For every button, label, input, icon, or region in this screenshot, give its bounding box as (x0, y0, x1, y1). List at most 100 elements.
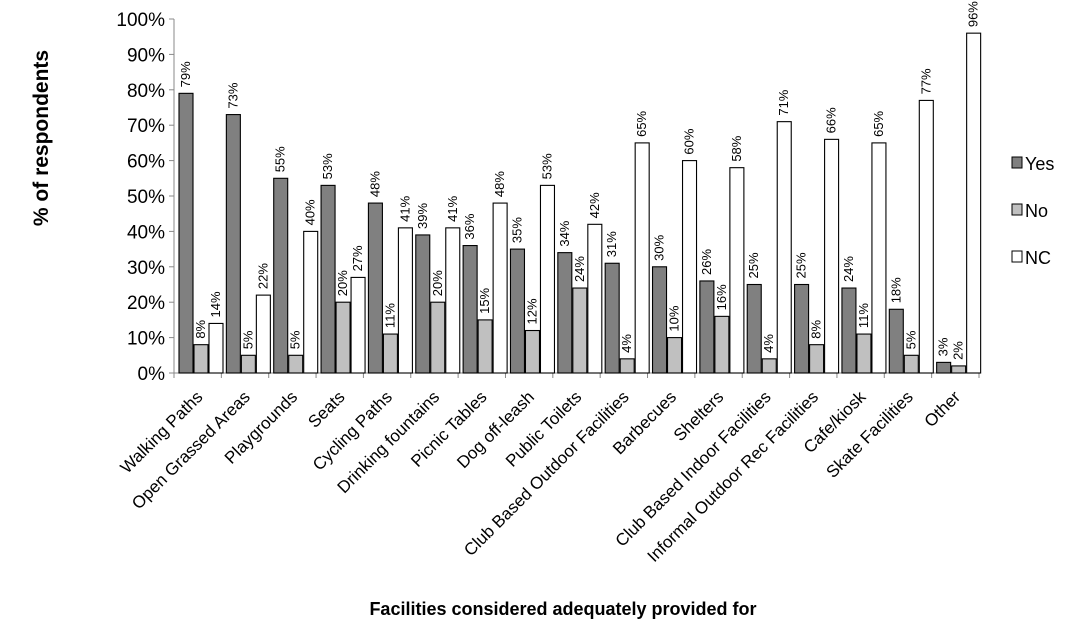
data-label: 96% (966, 1, 981, 27)
bars (178, 32, 982, 374)
data-label: 5% (288, 330, 303, 349)
data-label: 65% (871, 110, 886, 136)
category-label: Skate Facilities (823, 387, 917, 481)
data-label: 34% (557, 220, 572, 246)
legend-label: NC (1025, 248, 1051, 268)
data-label: 30% (652, 234, 667, 260)
data-label: 24% (841, 256, 856, 282)
data-label: 20% (430, 270, 445, 296)
bar-yes (509, 248, 526, 374)
bar-nc (445, 227, 461, 374)
bar-no (477, 319, 493, 374)
bar-no (240, 354, 256, 374)
data-label: 48% (492, 171, 507, 197)
bar-no (335, 301, 351, 374)
bar-no (430, 301, 446, 374)
data-label: 41% (445, 195, 460, 221)
bar-nc (539, 184, 556, 374)
data-label: 79% (178, 61, 193, 87)
bar-no (856, 333, 872, 374)
y-tick-label: 100% (116, 10, 165, 31)
data-label: 11% (856, 303, 871, 328)
bar-yes (604, 262, 620, 374)
data-label: 58% (729, 135, 744, 161)
data-label: 77% (918, 68, 933, 94)
bar-yes (794, 283, 810, 374)
bar-nc (776, 121, 792, 374)
data-label: 53% (320, 153, 335, 179)
data-label: 35% (509, 217, 524, 243)
y-tick-label: 50% (127, 187, 165, 208)
category-label: Informal Outdoor Rec Facilities (644, 387, 822, 565)
legend-swatch-yes (1011, 156, 1023, 169)
data-label: 41% (397, 195, 412, 221)
data-label: 22% (255, 263, 270, 289)
bar-no (666, 337, 683, 374)
data-label: 71% (776, 89, 791, 115)
data-label: 5% (240, 330, 255, 349)
y-tick-label: 0% (138, 364, 166, 385)
bar-yes (320, 184, 336, 374)
data-label: 8% (193, 319, 208, 338)
bar-nc (824, 138, 840, 374)
y-axis-title: % of respondents (30, 50, 53, 226)
bar-no (619, 358, 635, 374)
data-label: 73% (225, 82, 240, 108)
data-label: 65% (634, 110, 649, 136)
bar-yes (178, 92, 194, 374)
bar-nc (729, 167, 745, 374)
bar-nc (350, 276, 366, 374)
bar-no (714, 315, 730, 374)
bar-no (382, 333, 398, 374)
data-label: 53% (539, 153, 554, 179)
x-axis-title: Facilities considered adequately provide… (369, 599, 756, 619)
bar-nc (871, 142, 887, 374)
data-label: 4% (619, 334, 634, 353)
data-label: 31% (604, 231, 619, 257)
bar-nc (634, 142, 650, 374)
data-label: 20% (335, 270, 350, 296)
bar-no (288, 354, 304, 374)
bar-nc (303, 230, 319, 374)
data-label: 39% (415, 202, 430, 228)
y-tick-label: 20% (127, 293, 165, 314)
data-label: 18% (888, 277, 903, 303)
data-label: 55% (273, 146, 288, 172)
data-label: 12% (524, 298, 539, 324)
bar-nc (208, 322, 224, 374)
data-label: 25% (746, 252, 761, 278)
bar-nc (918, 99, 934, 374)
bar-no (572, 287, 588, 374)
y-tick-label: 30% (127, 258, 165, 279)
bar-no (903, 354, 919, 374)
bar-yes (841, 287, 857, 374)
bar-yes (936, 361, 952, 374)
data-label: 5% (903, 330, 918, 349)
data-label: 15% (477, 287, 492, 313)
data-label: 3% (936, 337, 951, 356)
data-labels: 79% 73% 55% 53% 48% 39% 36% 35% 34% 31% 30% 26% 25% 2… (178, 1, 981, 360)
bar-no (193, 344, 209, 374)
bar-yes (462, 245, 478, 374)
data-label: 66% (824, 107, 839, 133)
legend-label: Yes (1025, 154, 1054, 174)
bar-yes (746, 283, 762, 374)
y-tick-label: 40% (127, 222, 165, 243)
bar-nc (681, 160, 698, 374)
y-tick-label: 10% (127, 329, 165, 350)
bar-nc (492, 202, 508, 374)
data-label: 2% (951, 341, 966, 360)
data-label: 8% (809, 319, 824, 338)
data-label: 27% (350, 245, 365, 271)
data-label: 60% (682, 128, 697, 154)
y-tick-label: 60% (127, 152, 165, 173)
axes: 0% 10% 20% 30% 40% 50% 60% 70% 80% 90% 100% (116, 10, 980, 385)
bar-nc (255, 294, 271, 374)
bar-yes (888, 308, 904, 374)
bar-nc (397, 227, 413, 374)
data-label: 36% (462, 213, 477, 239)
category-label: Other (921, 387, 965, 431)
bar-nc (587, 223, 603, 374)
bar-yes (415, 234, 431, 374)
